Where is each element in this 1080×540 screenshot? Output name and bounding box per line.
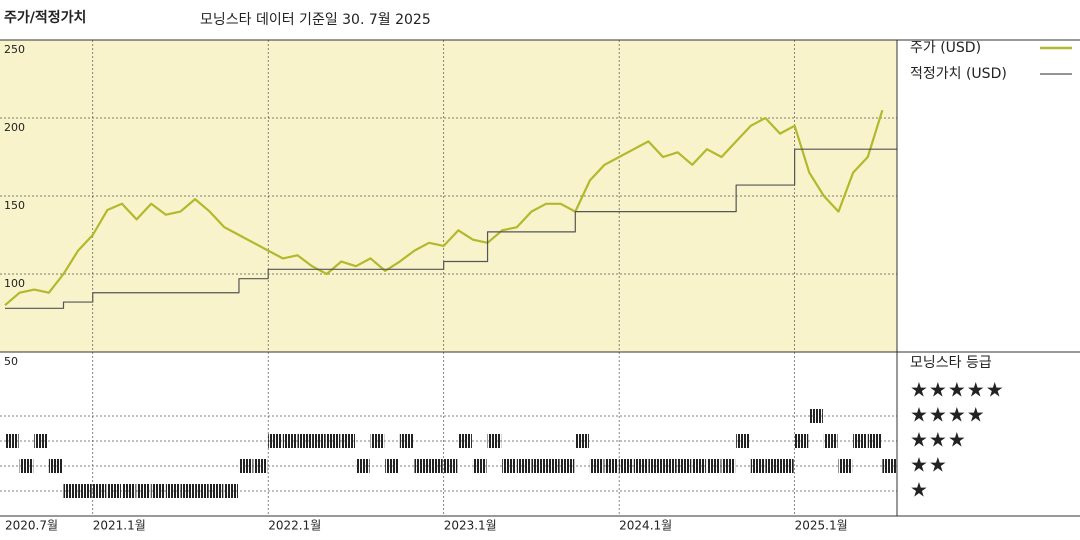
rating-bar (516, 459, 531, 473)
rating-bar (48, 459, 63, 473)
rating-bar (312, 434, 326, 448)
rating-label: ★ (910, 478, 929, 502)
rating-bar (253, 459, 268, 473)
rating-bar (546, 459, 560, 473)
rating-bar (297, 434, 312, 448)
y-tick-label: 50 (4, 355, 18, 368)
rating-bar (838, 459, 853, 473)
x-tick-label: 2024.1월 (619, 519, 672, 533)
x-tick-label: 2021.1월 (93, 519, 146, 533)
rating-bar (867, 434, 882, 448)
rating-bar (107, 484, 121, 498)
rating-bar (121, 484, 136, 498)
rating-bar (443, 459, 458, 473)
rating-bar (692, 459, 706, 473)
rating-bar (853, 434, 867, 448)
rating-bar (794, 434, 809, 448)
rating-bar (209, 484, 224, 498)
y-tick-label: 250 (4, 43, 25, 56)
rating-bar (648, 459, 663, 473)
rating-label: ★★★★★ (910, 378, 1005, 402)
rating-bar (750, 459, 765, 473)
legend-label: 적정가치 (USD) (910, 66, 1007, 82)
rating-bar (809, 409, 823, 423)
rating-bar (604, 459, 619, 473)
rating-bar (560, 459, 575, 473)
rating-bar (19, 459, 34, 473)
rating-bar (736, 434, 750, 448)
x-tick-label: 2025.1월 (795, 519, 848, 533)
rating-bar (502, 459, 516, 473)
chart-title: 주가/적정가치 (4, 9, 86, 26)
x-tick-label: 2020.7월 (5, 519, 58, 533)
x-tick-label: 2023.1월 (444, 519, 497, 533)
rating-bar (355, 459, 370, 473)
rating-bar (78, 484, 92, 498)
rating-bar (414, 459, 429, 473)
rating-bar (238, 459, 253, 473)
rating-bar (195, 484, 209, 498)
rating-bar (165, 484, 180, 498)
rating-bar (282, 434, 297, 448)
rating-bar (706, 459, 721, 473)
rating-bar (575, 434, 589, 448)
rating-bar (721, 459, 736, 473)
rating-bar (136, 484, 151, 498)
x-tick-label: 2022.1월 (268, 519, 321, 533)
rating-bar (34, 434, 48, 448)
rating-label: ★★ (910, 453, 948, 477)
rating-bar (487, 434, 502, 448)
rating-bar (399, 434, 414, 448)
rating-bar (151, 484, 165, 498)
rating-bar (531, 459, 546, 473)
rating-bar (63, 484, 78, 498)
rating-bar (823, 434, 838, 448)
rating-label: ★★★★ (910, 403, 986, 427)
fair-value-line (5, 148, 897, 309)
rating-bar (92, 484, 107, 498)
rating-bar (882, 459, 896, 473)
price-line (4, 109, 884, 307)
rating-bar (780, 459, 794, 473)
rating-bar (765, 459, 780, 473)
rating-bar (429, 459, 443, 473)
rating-bar (326, 434, 341, 448)
rating-bar (224, 484, 238, 498)
rating-bar (663, 459, 677, 473)
rating-bar (385, 459, 399, 473)
rating-bar (472, 459, 487, 473)
rating-bar (5, 434, 19, 448)
rating-bar (458, 434, 472, 448)
y-tick-label: 100 (4, 277, 25, 290)
marks (4, 109, 897, 498)
legend-label: 주가 (USD) (910, 40, 981, 56)
y-tick-label: 200 (4, 121, 25, 134)
chart-subtitle: 모닝스타 데이터 기준일 30. 7월 2025 (200, 12, 431, 28)
rating-bar (677, 459, 692, 473)
rating-label: ★★★ (910, 428, 967, 452)
rating-bar (619, 459, 633, 473)
rating-bar (370, 434, 385, 448)
rating-bar (268, 434, 282, 448)
rating-bar (633, 459, 648, 473)
rating-bar (341, 434, 355, 448)
rating-title: 모닝스타 등급 (910, 355, 992, 371)
y-tick-label: 150 (4, 199, 25, 212)
rating-bar (180, 484, 195, 498)
rating-bar (589, 459, 604, 473)
